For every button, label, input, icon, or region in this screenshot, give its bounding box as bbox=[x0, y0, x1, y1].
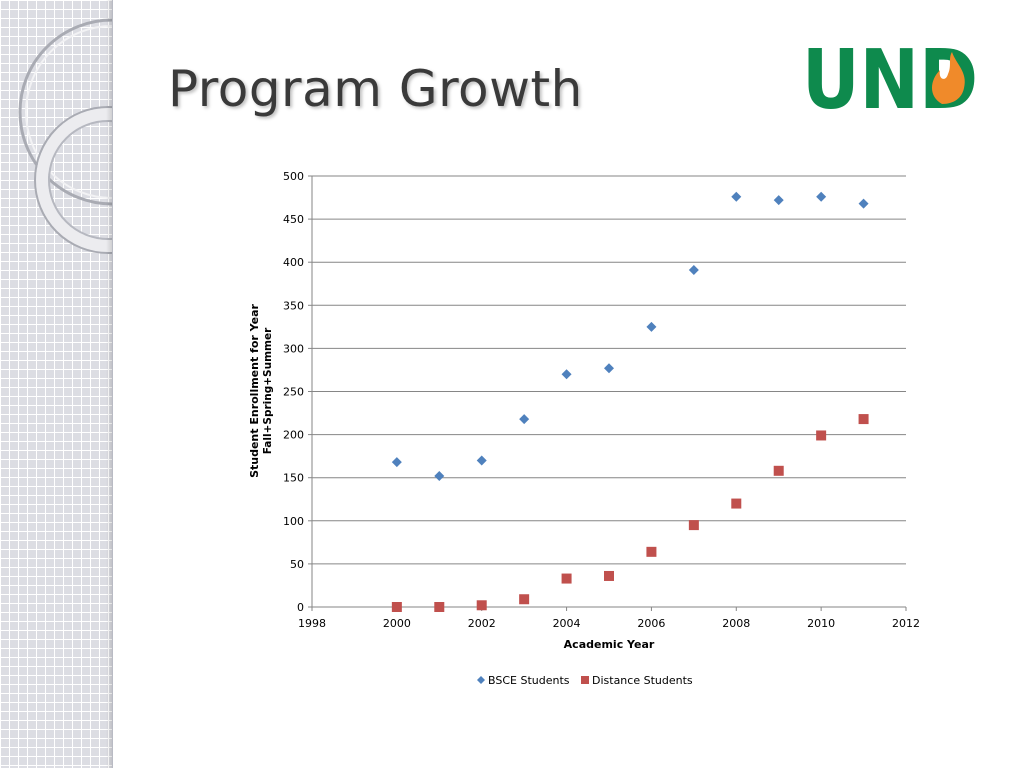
distance-point bbox=[519, 594, 530, 605]
legend-diamond-marker bbox=[477, 676, 485, 684]
y-tick-label: 500 bbox=[283, 170, 304, 183]
y-tick-label: 200 bbox=[283, 429, 304, 442]
legend-label-bsce: BSCE Students bbox=[488, 674, 570, 687]
sidebar-shadow bbox=[106, 0, 112, 768]
slide-title: Program Growth bbox=[168, 60, 583, 118]
distance-point bbox=[816, 430, 827, 441]
y-tick-label: 100 bbox=[283, 515, 304, 528]
bsce-point bbox=[858, 198, 869, 209]
axes bbox=[308, 175, 907, 611]
flame-icon bbox=[932, 52, 965, 104]
bsce-point bbox=[646, 321, 657, 332]
distance-point bbox=[646, 546, 657, 557]
x-tick-label: 2008 bbox=[722, 617, 750, 630]
grid-lines bbox=[312, 175, 906, 565]
legend: BSCE Students Distance Students bbox=[477, 674, 693, 687]
bsce-point bbox=[476, 455, 487, 466]
bsce-point bbox=[604, 363, 614, 374]
data-points bbox=[391, 191, 869, 612]
bsce-point bbox=[519, 414, 530, 425]
y-tick-label: 450 bbox=[283, 213, 304, 226]
distance-point bbox=[391, 602, 402, 612]
bsce-point bbox=[773, 195, 784, 206]
y-tick-labels: 0 50 100 150 200 250 300 350 400 450 500 bbox=[283, 170, 304, 614]
distance-point bbox=[688, 520, 699, 531]
distance-point bbox=[773, 465, 784, 476]
legend-item-distance: Distance Students bbox=[581, 674, 693, 687]
ring-inner-edge bbox=[34, 106, 112, 254]
x-tick-label: 2006 bbox=[637, 617, 665, 630]
ring-inner-edge-2 bbox=[48, 120, 112, 240]
x-tick-label: 2002 bbox=[468, 617, 496, 630]
decorative-sidebar bbox=[0, 0, 113, 768]
distance-point bbox=[604, 570, 614, 581]
y-axis-title-line1: Student Enrollment for Year bbox=[248, 304, 261, 478]
ring-inner bbox=[36, 108, 112, 252]
bsce-point bbox=[731, 191, 742, 202]
ring-outer bbox=[18, 18, 112, 206]
y-tick-label: 150 bbox=[283, 472, 304, 485]
y-tick-label: 250 bbox=[283, 386, 304, 399]
bsce-point bbox=[561, 369, 572, 380]
distance-point bbox=[731, 498, 742, 509]
x-tick-label: 2000 bbox=[383, 617, 411, 630]
bsce-point bbox=[816, 191, 827, 202]
und-logo: UND bbox=[802, 33, 978, 114]
y-tick-label: 50 bbox=[290, 558, 304, 571]
x-tick-labels: 1998 2000 2002 2004 2006 2008 2010 2012 bbox=[298, 617, 920, 630]
y-tick-label: 300 bbox=[283, 342, 304, 355]
x-tick-label: 2012 bbox=[892, 617, 920, 630]
distance-point bbox=[476, 600, 487, 611]
y-tick-label: 0 bbox=[297, 601, 304, 614]
y-axis-title-line2: Fall+Spring+Summer bbox=[262, 327, 274, 454]
legend-label-distance: Distance Students bbox=[592, 674, 693, 687]
ring-outer-highlight bbox=[25, 25, 112, 199]
distance-point bbox=[561, 573, 572, 584]
legend-square-marker bbox=[581, 676, 589, 684]
x-axis-title: Academic Year bbox=[564, 638, 655, 651]
bsce-point bbox=[688, 264, 699, 275]
x-tick-label: 2010 bbox=[807, 617, 835, 630]
bsce-point bbox=[391, 457, 402, 468]
y-tick-label: 350 bbox=[283, 299, 304, 312]
x-tick-label: 1998 bbox=[298, 617, 326, 630]
y-tick-label: 400 bbox=[283, 256, 304, 269]
legend-item-bsce: BSCE Students bbox=[477, 674, 570, 687]
decorative-rings bbox=[18, 18, 112, 254]
distance-point bbox=[858, 414, 869, 425]
bsce-point bbox=[434, 470, 445, 481]
distance-point bbox=[434, 602, 445, 612]
x-tick-label: 2004 bbox=[553, 617, 581, 630]
